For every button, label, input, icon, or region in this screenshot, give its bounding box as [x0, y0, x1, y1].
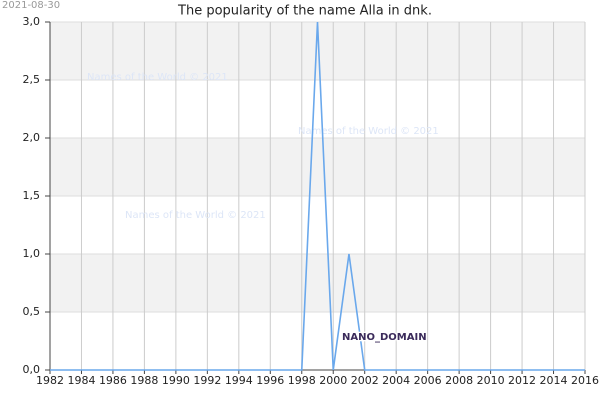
chart-title: The popularity of the name Alla in dnk.: [177, 4, 432, 19]
watermark: Names of the World © 2021: [298, 126, 439, 137]
x-tick-label: 2012: [508, 374, 536, 387]
x-tick-label: 2000: [319, 374, 347, 387]
x-tick-label: 1982: [36, 374, 64, 387]
x-tick-label: 1996: [256, 374, 284, 387]
data-line: [50, 21, 585, 371]
y-tick-label: 2,0: [23, 131, 41, 144]
x-tick-label: 2010: [477, 374, 505, 387]
x-tick-label: 1990: [162, 374, 190, 387]
x-tick-label: 2008: [445, 374, 473, 387]
x-tick-label: 1984: [67, 374, 95, 387]
y-tick-label: 0,5: [23, 305, 41, 318]
x-tick-label: 1998: [288, 374, 316, 387]
x-tick-label: 1992: [193, 374, 221, 387]
y-tick-label: 2,5: [23, 73, 41, 86]
y-tick-label: 0,0: [23, 363, 41, 376]
x-tick-label: 2014: [540, 374, 568, 387]
date-stamp: 2021-08-30: [2, 0, 60, 11]
x-tick-label: 1988: [130, 374, 158, 387]
grid-band: [50, 80, 585, 138]
grid-band: [50, 196, 585, 254]
watermark: Names of the World © 2021: [125, 210, 266, 221]
watermark: Names of the World © 2021: [87, 72, 228, 83]
x-tick-label: 2006: [414, 374, 442, 387]
grid-band: [50, 312, 585, 370]
grid-band: [50, 138, 585, 196]
x-tick-label: 2004: [382, 374, 410, 387]
y-tick-label: 3,0: [23, 15, 41, 28]
x-tick-label: 1986: [99, 374, 127, 387]
y-tick-label: 1,0: [23, 247, 41, 260]
x-tick-label: 2016: [571, 374, 599, 387]
x-tick-label: 1994: [225, 374, 253, 387]
annotation: NANO_DOMAIN: [342, 332, 427, 343]
y-tick-label: 1,5: [23, 189, 41, 202]
grid-band: [50, 254, 585, 312]
x-tick-label: 2002: [351, 374, 379, 387]
